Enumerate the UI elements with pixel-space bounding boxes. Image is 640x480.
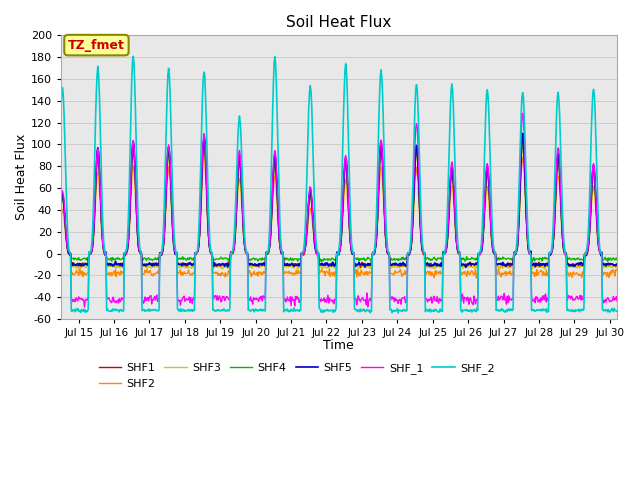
Line: SHF1: SHF1 <box>61 136 617 267</box>
Line: SHF4: SHF4 <box>61 139 617 262</box>
Text: TZ_fmet: TZ_fmet <box>68 38 125 52</box>
Title: Soil Heat Flux: Soil Heat Flux <box>286 15 392 30</box>
SHF5 <box>613 261 621 267</box>
SHF3 <box>613 264 621 270</box>
SHF3 <box>452 236 460 242</box>
SHF5 <box>57 200 65 205</box>
SHF5 <box>282 262 290 268</box>
SHF1 <box>308 210 316 216</box>
Line: SHF2: SHF2 <box>61 156 617 278</box>
SHF_2 <box>106 308 114 314</box>
Legend: SHF1, SHF2, SHF3, SHF4, SHF5, SHF_1, SHF_2: SHF1, SHF2, SHF3, SHF4, SHF5, SHF_1, SHF… <box>94 359 499 393</box>
SHF4 <box>362 256 370 262</box>
SHF_2 <box>285 308 293 314</box>
SHF1 <box>519 133 527 139</box>
SHF3 <box>310 235 318 240</box>
SHF1 <box>613 261 621 266</box>
SHF4 <box>200 136 208 142</box>
SHF4 <box>309 223 317 228</box>
SHF1 <box>282 261 290 266</box>
SHF2 <box>362 269 369 275</box>
SHF_2 <box>394 310 402 316</box>
SHF4 <box>106 256 114 262</box>
SHF2 <box>309 228 317 233</box>
SHF_1 <box>362 297 369 302</box>
SHF_1 <box>81 304 88 310</box>
SHF3 <box>285 263 293 269</box>
SHF_1 <box>283 298 291 303</box>
X-axis label: Time: Time <box>323 339 355 352</box>
SHF_2 <box>283 308 291 313</box>
SHF2 <box>452 229 460 235</box>
SHF_2 <box>613 308 621 314</box>
SHF_2 <box>452 207 460 213</box>
SHF2 <box>57 215 65 220</box>
Line: SHF3: SHF3 <box>61 144 617 270</box>
SHF2 <box>106 270 114 276</box>
Line: SHF_1: SHF_1 <box>61 113 617 307</box>
SHF4 <box>57 204 65 209</box>
SHF2 <box>200 154 208 159</box>
Line: SHF5: SHF5 <box>61 133 617 267</box>
SHF1 <box>356 264 364 270</box>
SHF4 <box>317 259 325 264</box>
SHF_2 <box>309 157 317 163</box>
SHF1 <box>57 203 65 208</box>
SHF_2 <box>57 105 65 110</box>
SHF1 <box>285 262 292 267</box>
SHF5 <box>361 264 369 270</box>
SHF5 <box>106 261 114 267</box>
SHF3 <box>362 264 370 270</box>
SHF3 <box>57 204 65 210</box>
SHF3 <box>294 267 301 273</box>
SHF_1 <box>108 300 115 305</box>
SHF_1 <box>285 298 293 304</box>
SHF_1 <box>309 219 317 225</box>
Y-axis label: Soil Heat Flux: Soil Heat Flux <box>15 134 28 220</box>
SHF_2 <box>129 53 137 59</box>
SHF4 <box>613 257 621 263</box>
SHF5 <box>285 262 292 267</box>
Line: SHF_2: SHF_2 <box>61 56 617 313</box>
SHF3 <box>106 264 114 269</box>
SHF4 <box>283 256 291 262</box>
SHF_1 <box>519 110 527 116</box>
SHF2 <box>472 275 480 281</box>
SHF1 <box>362 261 369 267</box>
SHF4 <box>285 257 293 263</box>
SHF4 <box>452 235 460 241</box>
SHF_2 <box>362 309 369 314</box>
SHF3 <box>200 141 208 147</box>
SHF5 <box>308 207 316 213</box>
SHF_1 <box>613 298 621 304</box>
SHF2 <box>285 271 293 276</box>
SHF3 <box>283 264 291 270</box>
SHF5 <box>451 210 459 216</box>
SHF_1 <box>57 196 65 202</box>
SHF5 <box>519 131 527 136</box>
SHF1 <box>452 225 460 230</box>
SHF2 <box>283 270 291 276</box>
SHF1 <box>106 263 114 268</box>
SHF_1 <box>452 222 460 228</box>
SHF2 <box>613 268 621 274</box>
SHF5 <box>462 264 470 270</box>
